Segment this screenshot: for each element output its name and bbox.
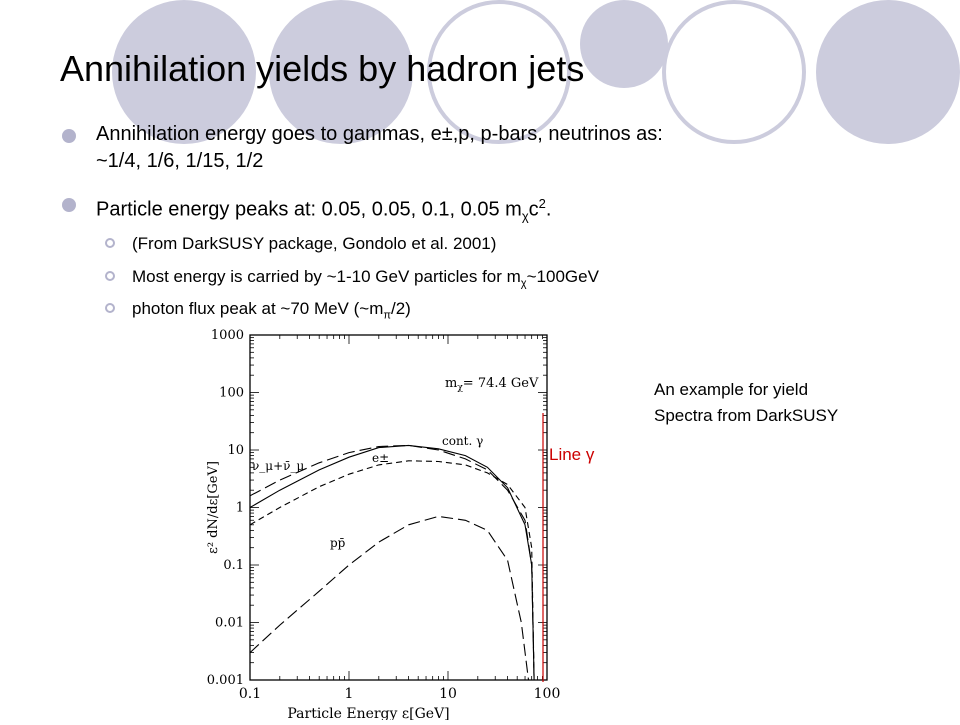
bullet-text: Annihilation energy goes to gammas, e±,p… — [96, 121, 663, 175]
sub-bullet-text-part: photon flux peak at ~70 MeV (~m — [132, 299, 384, 318]
bullet-line: ~1/4, 1/6, 1/15, 1/2 — [96, 150, 264, 172]
bullet-icon — [62, 129, 76, 143]
series-line — [249, 444, 535, 681]
decorative-ring — [427, 0, 571, 144]
yield-spectra-plot: 0.1 1 10 100 0.001 0.01 0.1 1 10 100 1000 Particle … — [200, 325, 570, 722]
sub-bullet-icon — [105, 238, 115, 248]
sub-bullet-item: Most energy is carried by ~1-10 GeV part… — [105, 266, 599, 294]
x-tick-label: 10 — [439, 686, 457, 702]
series-label: ν_μ+ν̄_μ — [252, 459, 304, 473]
bullet-text-part: . — [545, 198, 552, 221]
sub-bullet-text-sub: χ — [520, 277, 527, 290]
decorative-circle — [112, 0, 256, 144]
x-tick-label: 100 — [534, 686, 561, 702]
bullet-item: Annihilation energy goes to gammas, e±,p… — [62, 121, 663, 175]
sub-bullet-item: photon flux peak at ~70 MeV (~mπ/2) — [105, 298, 411, 326]
series-line — [249, 460, 535, 681]
sub-bullet-icon — [105, 303, 115, 313]
bullet-text-sup: 2 — [538, 196, 546, 211]
sub-bullet-text-sub: π — [383, 309, 391, 322]
bullet-text-part: Particle energy peaks at: 0.05, 0.05, 0.… — [96, 198, 522, 221]
series-label: pp̄ — [330, 536, 346, 550]
series-label: cont. γ — [442, 434, 483, 448]
y-tick-label: 100 — [219, 386, 244, 401]
plot-svg: 0.1 1 10 100 0.001 0.01 0.1 1 10 100 1000 Particle … — [206, 328, 561, 722]
decorative-circle — [816, 0, 960, 144]
y-tick-label: 0.1 — [223, 558, 244, 573]
note-text: An example for yield Spectra from DarkSU… — [654, 377, 838, 429]
y-tick-label: 10 — [227, 443, 244, 458]
page-title: Annihilation yields by hadron jets — [60, 48, 585, 89]
decorative-ring — [662, 0, 806, 144]
y-axis-label: ε² dN/dε[GeV] — [206, 461, 221, 554]
decorative-circle — [580, 0, 668, 88]
x-tick-label: 0.1 — [239, 686, 261, 702]
bullet-icon — [62, 198, 76, 212]
series-label: e± — [372, 451, 389, 465]
y-tick-label: 0.001 — [207, 673, 244, 688]
y-tick-label: 1 — [236, 501, 244, 516]
sub-bullet-item: (From DarkSUSY package, Gondolo et al. 2… — [105, 233, 496, 255]
x-axis-label: Particle Energy ε[GeV] — [287, 706, 449, 720]
sub-bullet-text: Most energy is carried by ~1-10 GeV part… — [132, 266, 599, 294]
bullet-line: Annihilation energy goes to gammas, e±,p… — [96, 123, 663, 145]
y-tick-label: 1000 — [211, 328, 244, 343]
bullet-item: Particle energy peaks at: 0.05, 0.05, 0.… — [62, 190, 551, 230]
line-gamma-label: Line γ — [549, 445, 595, 464]
bullet-text-sub: χ — [521, 208, 529, 224]
sub-bullet-icon — [105, 271, 115, 281]
sub-bullet-text-part: ~100GeV — [526, 267, 599, 286]
series-line — [249, 515, 530, 681]
sub-bullet-text-part: Most energy is carried by ~1-10 GeV part… — [132, 267, 521, 286]
sub-bullet-text-part: /2) — [391, 299, 411, 318]
decorative-circle — [269, 0, 413, 144]
note-line: Spectra from DarkSUSY — [654, 406, 839, 425]
series-line — [249, 444, 535, 681]
sub-bullet-text: (From DarkSUSY package, Gondolo et al. 2… — [132, 234, 497, 253]
bullet-text-part: c — [528, 198, 539, 221]
bullet-text: Particle energy peaks at: 0.05, 0.05, 0.… — [96, 190, 551, 230]
note-line: An example for yield — [654, 380, 809, 399]
chart-annotation: mχ= 74.4 GeV — [445, 376, 539, 393]
sub-bullet-text: photon flux peak at ~70 MeV (~mπ/2) — [132, 298, 411, 326]
y-tick-label: 0.01 — [215, 616, 244, 631]
x-tick-label: 1 — [345, 686, 354, 702]
